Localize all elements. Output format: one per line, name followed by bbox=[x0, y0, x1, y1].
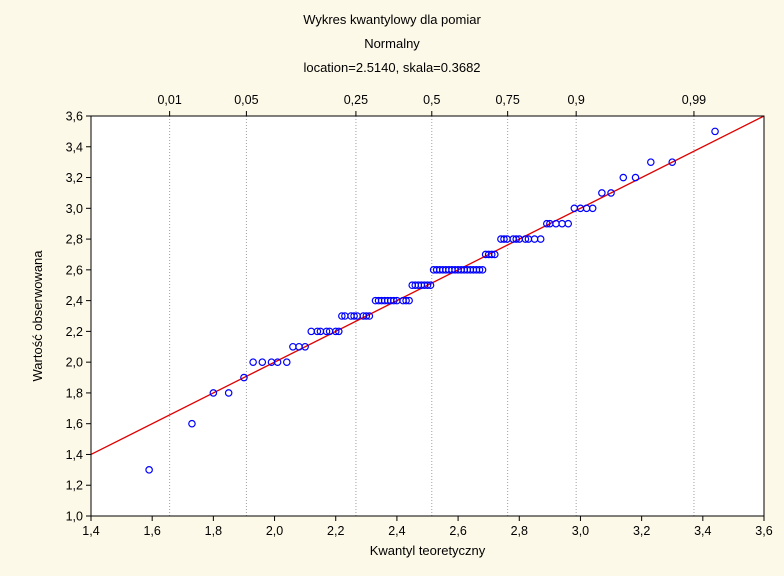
data-point bbox=[490, 250, 499, 259]
y-tick-label: 2,6 bbox=[66, 263, 83, 277]
x-tick-label: 3,4 bbox=[694, 524, 711, 538]
y-tick-label: 3,4 bbox=[66, 140, 83, 154]
data-point bbox=[365, 312, 374, 320]
data-point bbox=[273, 358, 282, 366]
data-point bbox=[334, 327, 343, 336]
data-point bbox=[607, 189, 615, 197]
data-point bbox=[322, 327, 331, 336]
prob-tick-label: 0,99 bbox=[682, 93, 706, 107]
x-tick-label: 3,6 bbox=[755, 524, 772, 538]
data-point bbox=[564, 219, 573, 228]
x-tick-label: 3,2 bbox=[633, 524, 650, 538]
chart-title: Wykres kwantylowy dla pomiar bbox=[303, 12, 481, 27]
y-tick-label: 3,6 bbox=[66, 110, 83, 124]
plot-border bbox=[90, 115, 765, 517]
data-point bbox=[619, 173, 628, 182]
data-point bbox=[521, 235, 530, 243]
prob-tick-label: 0,5 bbox=[423, 93, 440, 107]
data-point bbox=[487, 250, 496, 259]
x-tick-label: 1,8 bbox=[205, 524, 222, 538]
prob-tick-label: 0,75 bbox=[495, 93, 519, 107]
x-tick-label: 2,8 bbox=[511, 524, 528, 538]
y-tick-label: 2,4 bbox=[66, 294, 83, 308]
data-point bbox=[145, 466, 153, 474]
data-point bbox=[647, 158, 655, 166]
data-point bbox=[301, 342, 309, 351]
data-point bbox=[331, 327, 340, 336]
y-tick-label: 1,0 bbox=[66, 510, 83, 524]
data-point bbox=[536, 235, 545, 243]
data-point bbox=[362, 312, 371, 320]
data-point bbox=[240, 373, 248, 382]
data-point bbox=[390, 296, 398, 305]
chart-subtitle: Normalny bbox=[364, 36, 420, 51]
x-tick-label: 2,6 bbox=[449, 524, 466, 538]
x-tick-label: 3,0 bbox=[572, 524, 589, 538]
data-point bbox=[258, 358, 267, 366]
data-point bbox=[224, 389, 233, 397]
data-point bbox=[500, 235, 508, 243]
x-tick-label: 2,0 bbox=[266, 524, 283, 538]
data-point bbox=[668, 158, 677, 166]
y-tick-label: 3,0 bbox=[66, 202, 83, 216]
data-point bbox=[350, 312, 358, 320]
x-tick-label: 1,4 bbox=[82, 524, 99, 538]
data-point bbox=[249, 358, 257, 366]
prob-tick-label: 0,9 bbox=[567, 93, 584, 107]
data-point bbox=[402, 296, 410, 305]
data-point bbox=[475, 266, 484, 274]
data-point bbox=[423, 281, 432, 290]
prob-tick-label: 0,05 bbox=[234, 93, 258, 107]
data-point bbox=[282, 358, 291, 366]
y-axis-label: Wartość obserwowana bbox=[30, 250, 45, 382]
data-point bbox=[512, 235, 521, 243]
prob-tick-label: 0,25 bbox=[344, 93, 368, 107]
y-tick-label: 2,0 bbox=[66, 356, 83, 370]
chart-params: location=2.5140, skala=0.3682 bbox=[303, 60, 481, 75]
data-point bbox=[426, 281, 435, 290]
x-tick-label: 1,6 bbox=[143, 524, 160, 538]
data-point bbox=[313, 327, 322, 336]
y-tick-label: 3,2 bbox=[66, 171, 83, 185]
y-tick-label: 2,8 bbox=[66, 233, 83, 247]
x-axis-label: Kwantyl teoretyczny bbox=[370, 543, 486, 558]
data-point bbox=[188, 419, 196, 428]
data-point bbox=[598, 189, 606, 197]
y-tick-label: 1,4 bbox=[66, 448, 83, 462]
x-tick-label: 2,2 bbox=[327, 524, 344, 538]
data-point bbox=[588, 204, 597, 213]
y-tick-label: 1,6 bbox=[66, 417, 83, 431]
data-point bbox=[405, 296, 413, 305]
y-tick-label: 1,2 bbox=[66, 479, 83, 493]
data-point bbox=[338, 312, 346, 320]
data-point bbox=[711, 127, 719, 136]
data-point bbox=[209, 389, 218, 397]
data-point bbox=[478, 266, 487, 274]
data-point bbox=[631, 173, 640, 182]
prob-tick-label: 0,01 bbox=[157, 93, 181, 107]
data-point bbox=[543, 219, 551, 228]
y-tick-label: 1,8 bbox=[66, 386, 83, 400]
y-tick-label: 2,2 bbox=[66, 325, 83, 339]
plot-area bbox=[91, 116, 764, 516]
x-tick-label: 2,4 bbox=[388, 524, 405, 538]
